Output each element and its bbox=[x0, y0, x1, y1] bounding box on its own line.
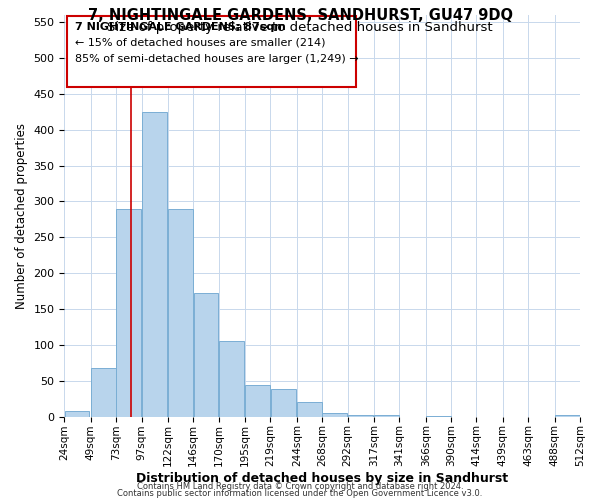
Bar bbox=[194, 292, 218, 416]
Bar bbox=[91, 368, 116, 416]
Text: 7, NIGHTINGALE GARDENS, SANDHURST, GU47 9DQ: 7, NIGHTINGALE GARDENS, SANDHURST, GU47 … bbox=[88, 8, 512, 22]
Bar bbox=[374, 415, 399, 416]
Y-axis label: Number of detached properties: Number of detached properties bbox=[15, 123, 28, 309]
FancyBboxPatch shape bbox=[67, 16, 356, 86]
Bar bbox=[555, 415, 580, 416]
Text: Contains public sector information licensed under the Open Government Licence v3: Contains public sector information licen… bbox=[118, 488, 482, 498]
Text: 7 NIGHTINGALE GARDENS: 87sqm: 7 NIGHTINGALE GARDENS: 87sqm bbox=[75, 22, 286, 32]
Text: ← 15% of detached houses are smaller (214): ← 15% of detached houses are smaller (21… bbox=[75, 38, 325, 48]
Bar bbox=[348, 414, 373, 416]
Bar bbox=[116, 208, 141, 416]
X-axis label: Distribution of detached houses by size in Sandhurst: Distribution of detached houses by size … bbox=[136, 472, 508, 485]
Bar bbox=[219, 340, 244, 416]
Bar bbox=[65, 411, 89, 416]
Bar bbox=[168, 208, 193, 416]
Text: Size of property relative to detached houses in Sandhurst: Size of property relative to detached ho… bbox=[107, 21, 493, 34]
Text: 85% of semi-detached houses are larger (1,249) →: 85% of semi-detached houses are larger (… bbox=[75, 54, 359, 64]
Bar bbox=[142, 112, 167, 416]
Bar bbox=[297, 402, 322, 416]
Bar bbox=[245, 385, 270, 416]
Text: Contains HM Land Registry data © Crown copyright and database right 2024.: Contains HM Land Registry data © Crown c… bbox=[137, 482, 463, 491]
Bar bbox=[271, 390, 296, 416]
Bar bbox=[322, 413, 347, 416]
